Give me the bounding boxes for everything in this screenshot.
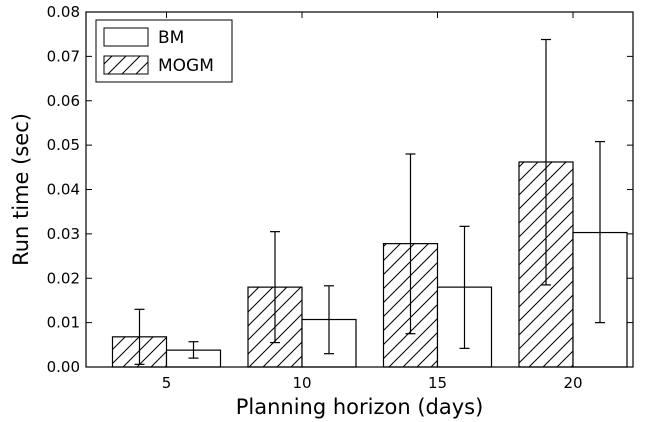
bars-layer	[111, 161, 628, 368]
x-tick-label-15: 15	[428, 374, 447, 392]
y-axis-label: Run time (sec)	[9, 113, 33, 266]
legend-label-bm: BM	[158, 28, 184, 48]
y-tick-label-0.03: 0.03	[47, 225, 80, 243]
y-tick-label-0.01: 0.01	[47, 314, 80, 332]
x-tick-label-5: 5	[162, 374, 172, 392]
legend-swatch-bm	[103, 27, 149, 47]
y-tick-label-0.07: 0.07	[47, 47, 80, 65]
legend: BM MOGM	[95, 19, 233, 83]
legend-label-mogm: MOGM	[158, 56, 214, 76]
y-tick-label-0.08: 0.08	[47, 3, 80, 21]
error-bars-layer	[134, 38, 605, 365]
ticks-layer: 0.00 0.01 0.02 0.03 0.04 0.05 0.06 0.07 0.08 5 10 1…	[47, 3, 633, 392]
x-axis-label: Planning horizon (days)	[236, 395, 484, 419]
y-tick-label-0.05: 0.05	[47, 136, 80, 154]
y-tick-label-0.04: 0.04	[47, 181, 80, 199]
legend-swatch-mogm	[103, 55, 149, 75]
y-tick-label-0.00: 0.00	[47, 358, 80, 376]
x-tick-label-20: 20	[563, 374, 582, 392]
y-tick-label-0.02: 0.02	[47, 269, 80, 287]
x-tick-label-10: 10	[292, 374, 311, 392]
y-tick-label-0.06: 0.06	[47, 92, 80, 110]
